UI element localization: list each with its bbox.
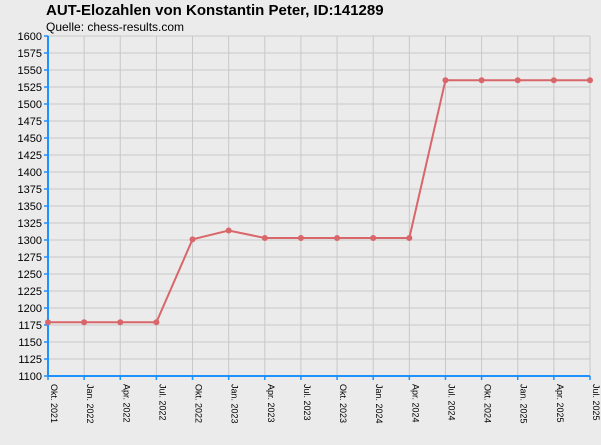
grid-lines (48, 35, 591, 376)
data-point (442, 77, 449, 84)
x-tick-label: Jul. 2023 (302, 384, 312, 421)
y-tick-label: 1425 (18, 150, 42, 162)
series-layer (45, 77, 593, 326)
x-tick-label: Okt. 2021 (49, 384, 59, 423)
y-tick-label: 1450 (18, 133, 42, 145)
y-tick-label: 1350 (18, 201, 42, 213)
y-tick-label: 1325 (18, 218, 42, 230)
data-point (550, 77, 557, 84)
y-tick-labels: 1100 1125 1150 1175 1200 1225 1250 1275 1300 1325… (18, 31, 42, 383)
data-point (117, 319, 124, 326)
y-tick-label: 1400 (18, 167, 42, 179)
data-point (370, 234, 377, 241)
chart-title: AUT-Elozahlen von Konstantin Peter, ID:1… (46, 2, 384, 19)
y-tick-label: 1225 (18, 286, 42, 298)
data-point (225, 227, 232, 234)
data-point (153, 319, 160, 326)
x-tick-label: Okt. 2023 (338, 384, 348, 423)
data-point (45, 319, 51, 326)
y-tick-label: 1375 (18, 184, 42, 196)
y-tick-label: 1300 (18, 235, 42, 247)
y-tick-label: 1475 (18, 116, 42, 128)
data-point (81, 319, 88, 326)
y-tick-label: 1550 (18, 65, 42, 77)
x-tick-label: Okt. 2024 (483, 384, 493, 423)
x-tick-label: Jul. 2025 (591, 384, 601, 421)
data-point (478, 77, 485, 84)
x-tick-label: Jul. 2022 (157, 384, 167, 421)
data-point (514, 77, 521, 84)
series-line (48, 79, 590, 324)
y-tick-label: 1250 (18, 269, 42, 281)
y-tick-label: 1500 (18, 99, 42, 111)
x-tick-label: Jan. 2025 (519, 384, 529, 424)
x-tick-label: Jan. 2022 (85, 384, 95, 424)
x-tick-label: Apr. 2025 (555, 384, 565, 423)
x-tick-label: Jan. 2024 (374, 384, 384, 424)
x-tick-label: Jan. 2023 (230, 384, 240, 424)
data-point (406, 234, 413, 241)
y-tick-label: 1100 (18, 371, 42, 383)
x-tick-label: Jul. 2024 (446, 384, 456, 421)
y-tick-label: 1525 (18, 82, 42, 94)
data-point (587, 77, 593, 84)
chart-subtitle: Quelle: chess-results.com (46, 20, 185, 34)
data-point (261, 234, 268, 241)
y-tick-label: 1275 (18, 252, 42, 264)
y-tick-label: 1175 (18, 320, 42, 332)
data-point (334, 234, 341, 241)
y-tick-label: 1125 (18, 354, 42, 366)
data-point (189, 236, 196, 243)
y-tick-label: 1600 (18, 31, 42, 43)
x-tick-label: Apr. 2022 (121, 384, 131, 423)
x-tick-label: Apr. 2023 (266, 384, 276, 423)
x-tick-label: Apr. 2024 (410, 384, 420, 423)
axes (44, 35, 591, 380)
y-tick-label: 1150 (18, 337, 42, 349)
data-point (297, 234, 304, 241)
x-tick-labels: Okt. 2021 Jan. 2022 Apr. 2022 Jul. 2022 Okt.… (49, 384, 601, 424)
y-tick-label: 1200 (18, 303, 42, 315)
y-tick-label: 1575 (18, 48, 42, 60)
x-tick-label: Okt. 2022 (194, 384, 204, 423)
